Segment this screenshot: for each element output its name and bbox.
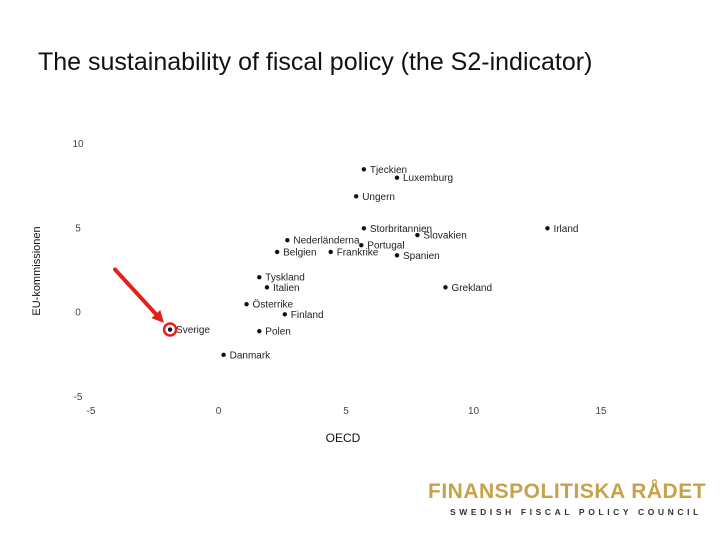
- highlight-annotation: [113, 267, 178, 337]
- data-point: [394, 175, 400, 180]
- data-point: [274, 249, 280, 255]
- y-axis-ticks: -5 0 5 10: [72, 139, 84, 403]
- data-point-label: Luxemburg: [403, 173, 453, 184]
- y-tick-label: 10: [72, 139, 84, 150]
- slide-title: The sustainability of fiscal policy (the…: [38, 48, 593, 76]
- data-point-label: Spanien: [403, 251, 440, 262]
- x-tick-label: 0: [216, 406, 222, 417]
- y-tick-label: 0: [75, 308, 81, 319]
- data-point: [394, 253, 400, 258]
- data-point: [415, 232, 420, 238]
- x-tick-label: 5: [343, 406, 349, 417]
- data-point-label: Frankrike: [337, 247, 379, 258]
- data-point-label: Polen: [265, 327, 291, 338]
- data-point: [328, 249, 333, 255]
- data-point-label: Slovakien: [423, 231, 466, 242]
- data-point-label: Portugal: [367, 241, 404, 252]
- data-point-label: Nederländerna: [293, 236, 360, 247]
- data-point-label: Tyskland: [265, 273, 304, 284]
- highlight-ring: [162, 322, 178, 337]
- data-point: [361, 167, 367, 172]
- data-point: [545, 226, 550, 231]
- x-axis-ticks: -5 0 5 10 15: [87, 406, 607, 417]
- y-tick-label: 5: [75, 223, 81, 234]
- data-point: [359, 243, 364, 248]
- data-point-label: Sverige: [176, 325, 210, 336]
- logo-main-text: FINANSPOLITISKA RÅDET: [428, 480, 707, 503]
- data-point: [282, 312, 287, 317]
- data-point: [361, 226, 367, 231]
- data-point-label: Ungern: [362, 192, 395, 203]
- data-point: [221, 352, 226, 358]
- data-point: [244, 302, 249, 307]
- data-point: [257, 329, 262, 334]
- data-point-label: Österrike: [253, 299, 294, 311]
- x-tick-label: 15: [595, 406, 607, 417]
- council-logo: FINANSPOLITISKA RÅDET SWEDISH FISCAL POL…: [428, 480, 706, 517]
- data-point-label: Finland: [291, 310, 324, 321]
- data-point-label: Danmark: [230, 350, 272, 361]
- logo-sub-text: SWEDISH FISCAL POLICY COUNCIL: [450, 507, 702, 517]
- data-point: [167, 327, 173, 332]
- data-point: [257, 275, 262, 280]
- x-tick-label: 10: [468, 406, 480, 417]
- data-point-label: Tjeckien: [370, 165, 407, 176]
- data-point-label: Belgien: [283, 247, 316, 258]
- x-tick-label: -5: [87, 406, 96, 417]
- data-point-label: Italien: [273, 283, 300, 294]
- data-point: [443, 285, 448, 290]
- data-point: [264, 285, 270, 290]
- data-point-label: Storbritannien: [370, 224, 432, 235]
- y-tick-label: -5: [74, 392, 83, 403]
- highlight-arrow-shaft: [113, 267, 158, 317]
- highlight-arrow-head: [151, 309, 164, 323]
- y-axis-label: EU-kommissionen: [31, 226, 43, 315]
- x-axis-label: OECD: [326, 431, 361, 445]
- data-point-label: Grekland: [451, 283, 492, 294]
- data-point: [285, 237, 290, 243]
- data-point-label: Irland: [553, 224, 578, 235]
- data-point: [354, 194, 359, 199]
